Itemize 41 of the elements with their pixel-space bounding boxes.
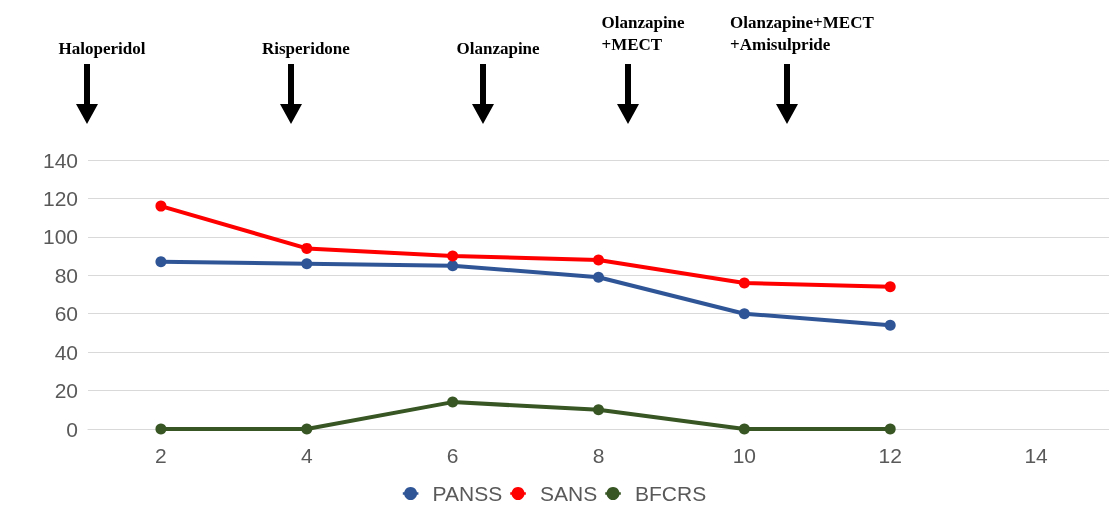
- legend-label: PANSS: [432, 482, 503, 505]
- text: Olanzapine +MECT: [601, 12, 685, 56]
- legend-label: BFCRS: [635, 482, 707, 505]
- point: [884, 319, 896, 331]
- point: [884, 281, 896, 293]
- legend-label: SANS: [540, 482, 598, 505]
- text: Olanzapine: [456, 38, 540, 60]
- point: [593, 254, 604, 266]
- point: [593, 404, 604, 416]
- point: [447, 260, 459, 272]
- y-tick-label: 40: [54, 340, 78, 364]
- point: [447, 250, 459, 262]
- x-tick-label: 10: [732, 444, 757, 467]
- text: Olanzapine+MECT +Amisulpride: [730, 12, 874, 56]
- point: [447, 396, 459, 408]
- point: [155, 256, 167, 268]
- x-tick-label: 14: [1024, 444, 1049, 467]
- y-tick-label: 0: [66, 417, 78, 441]
- text: Risperidone: [262, 38, 350, 60]
- point: [738, 277, 750, 289]
- point: [301, 423, 313, 435]
- x-tick-label: 6: [446, 444, 459, 467]
- point: [301, 242, 313, 254]
- y-tick-label: 120: [42, 186, 78, 210]
- x-tick-label: 8: [592, 444, 605, 467]
- x-tick-label: 2: [155, 444, 167, 467]
- point: [738, 308, 750, 320]
- x-tick-label: 12: [878, 444, 902, 467]
- point: [301, 258, 313, 270]
- point: [593, 271, 604, 283]
- x-tick-label: 4: [300, 444, 313, 467]
- point: [155, 200, 167, 212]
- point: [738, 423, 750, 435]
- text: Haloperidol: [58, 38, 146, 60]
- y-tick-label: 140: [42, 148, 78, 172]
- y-tick-label: 20: [54, 379, 78, 403]
- point: [155, 423, 167, 435]
- y-tick-label: 60: [54, 302, 78, 326]
- y-tick-label: 100: [42, 225, 78, 249]
- point: [884, 423, 896, 435]
- y-tick-label: 80: [54, 263, 78, 287]
